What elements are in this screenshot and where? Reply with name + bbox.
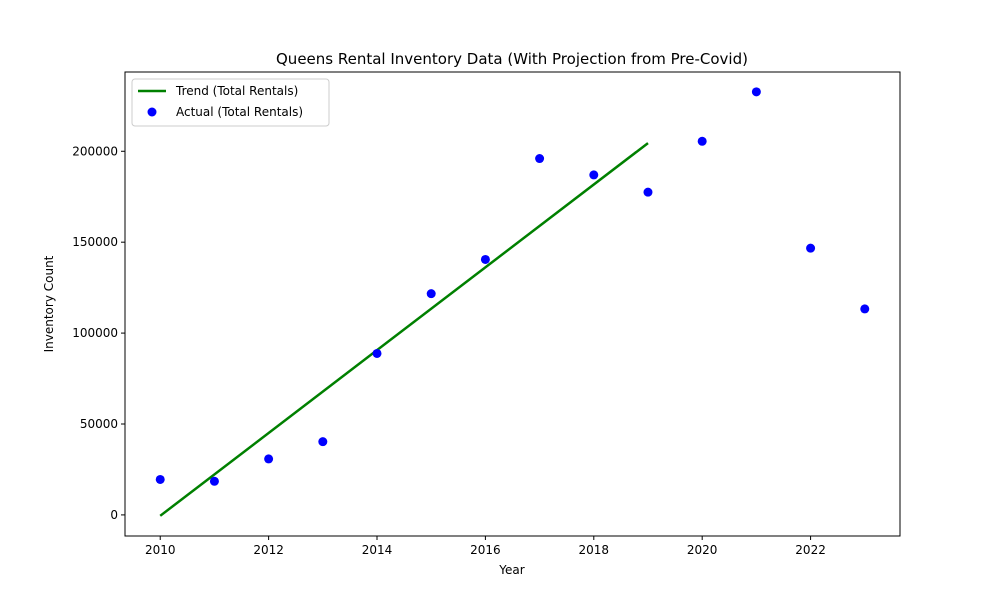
data-point — [860, 304, 870, 314]
data-point — [264, 454, 274, 464]
data-point — [426, 289, 436, 299]
chart-title: Queens Rental Inventory Data (With Proje… — [276, 50, 748, 68]
data-point — [643, 187, 653, 197]
data-point — [318, 437, 328, 447]
y-tick-label: 150000 — [72, 235, 118, 249]
y-tick-label: 100000 — [72, 326, 118, 340]
x-tick-label: 2018 — [579, 543, 610, 557]
legend-box — [131, 78, 330, 127]
data-point — [806, 243, 816, 253]
x-tick-label: 2022 — [795, 543, 826, 557]
x-tick-label: 2012 — [253, 543, 284, 557]
y-tick-label: 50000 — [80, 417, 118, 431]
plot-marks — [155, 87, 870, 517]
data-point — [155, 474, 165, 484]
data-point — [480, 254, 490, 264]
data-point — [751, 87, 761, 97]
y-tick-label: 0 — [110, 508, 118, 522]
y-axis-label: Inventory Count — [42, 255, 56, 352]
x-axis: 2010 2012 2014 2016 2018 2020 2022 — [145, 536, 826, 557]
data-point — [372, 348, 382, 358]
data-point — [535, 154, 545, 164]
x-axis-label: Year — [498, 563, 524, 577]
data-point — [209, 476, 219, 486]
legend-label-trend: Trend (Total Rentals) — [175, 84, 298, 98]
trend-line — [159, 142, 649, 517]
x-tick-label: 2010 — [145, 543, 176, 557]
plot-area — [124, 71, 901, 537]
y-axis: 0 50000 100000 150000 200000 — [72, 144, 125, 522]
data-point — [589, 170, 599, 180]
x-tick-label: 2014 — [362, 543, 393, 557]
legend-swatch-actual — [147, 107, 157, 117]
data-point — [697, 136, 707, 146]
x-tick-label: 2016 — [470, 543, 501, 557]
y-tick-label: 200000 — [72, 144, 118, 158]
x-tick-label: 2020 — [687, 543, 718, 557]
legend-label-actual: Actual (Total Rentals) — [176, 105, 303, 119]
legend: Trend (Total Rentals) Actual (Total Rent… — [131, 78, 330, 127]
